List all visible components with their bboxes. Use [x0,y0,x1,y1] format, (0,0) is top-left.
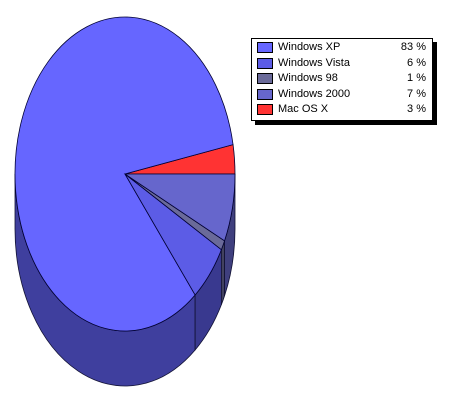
legend-value: 83 % [400,41,426,54]
legend-label: Windows XP [278,41,341,54]
legend-swatch [257,57,273,69]
pie-slice-windows-xp [14,16,234,332]
legend-item: Mac OS X 3 % [252,102,432,118]
pie-side-windows-98 [220,240,225,305]
legend-value: 3 % [407,103,426,116]
legend-label: Windows 98 [278,72,338,85]
legend-value: 6 % [407,56,426,69]
legend-swatch [257,42,273,54]
legend-item: Windows XP 83 % [252,40,432,56]
chart-legend: Windows XP 83 % Windows Vista 6 % Window… [251,38,433,121]
legend-swatch [257,104,273,116]
legend-label: Windows Vista [278,56,350,69]
legend-value: 7 % [407,87,426,100]
pie-slice-windows-2000 [123,173,236,242]
legend-item: Windows 98 1 % [252,71,432,87]
legend-swatch [257,88,273,100]
legend-value: 1 % [407,72,426,85]
legend-label: Mac OS X [278,103,329,116]
legend-item: Windows 2000 7 % [252,87,432,103]
legend-swatch [257,73,273,85]
legend-label: Windows 2000 [278,87,351,100]
legend-item: Windows Vista 6 % [252,56,432,72]
